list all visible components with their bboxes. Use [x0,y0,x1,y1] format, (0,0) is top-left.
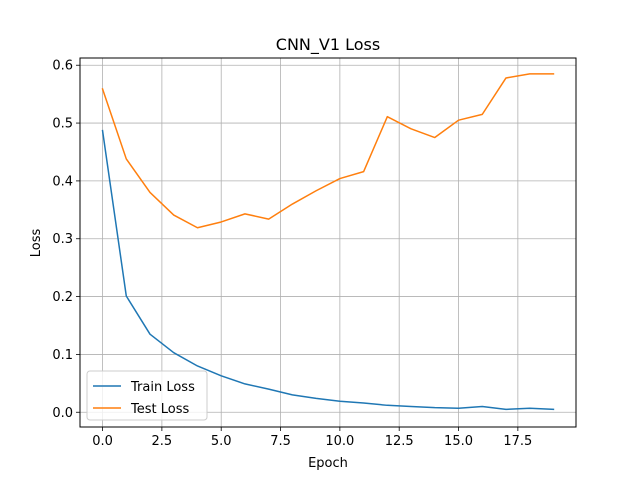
x-tick-label: 5.0 [211,434,232,449]
chart-title: CNN_V1 Loss [276,35,380,55]
y-tick-label: 0.4 [52,174,73,189]
series-lines [101,73,555,411]
y-tick-label: 0.5 [52,117,73,132]
axis-ticks: 0.0 2.5 5.0 7.5 10.0 12.5 15.0 17.5 0.0 0.1 0.2 0.3… [52,59,532,449]
y-tick-label: 0.2 [52,290,73,305]
x-tick-label: 2.5 [152,434,173,449]
x-tick-label: 15.0 [444,434,473,449]
legend: Train Loss Test Loss [86,370,208,421]
y-tick-label: 0.6 [52,59,73,74]
series-line-test-loss [101,73,555,229]
y-tick-label: 0.1 [52,348,73,363]
x-tick-label: 0.0 [92,434,113,449]
legend-label-train-loss: Train Loss [130,380,195,395]
x-tick-label: 12.5 [385,434,414,449]
y-tick-label: 0.3 [52,232,73,247]
plot-frame [79,57,577,428]
x-tick-label: 7.5 [270,434,291,449]
legend-label-test-loss: Test Loss [130,402,189,417]
x-tick-label: 17.5 [503,434,532,449]
x-axis-label: Epoch [308,456,348,471]
y-axis-label: Loss [29,229,44,258]
series-line-train-loss [101,129,555,411]
x-tick-label: 10.0 [325,434,354,449]
y-tick-label: 0.0 [52,406,73,421]
